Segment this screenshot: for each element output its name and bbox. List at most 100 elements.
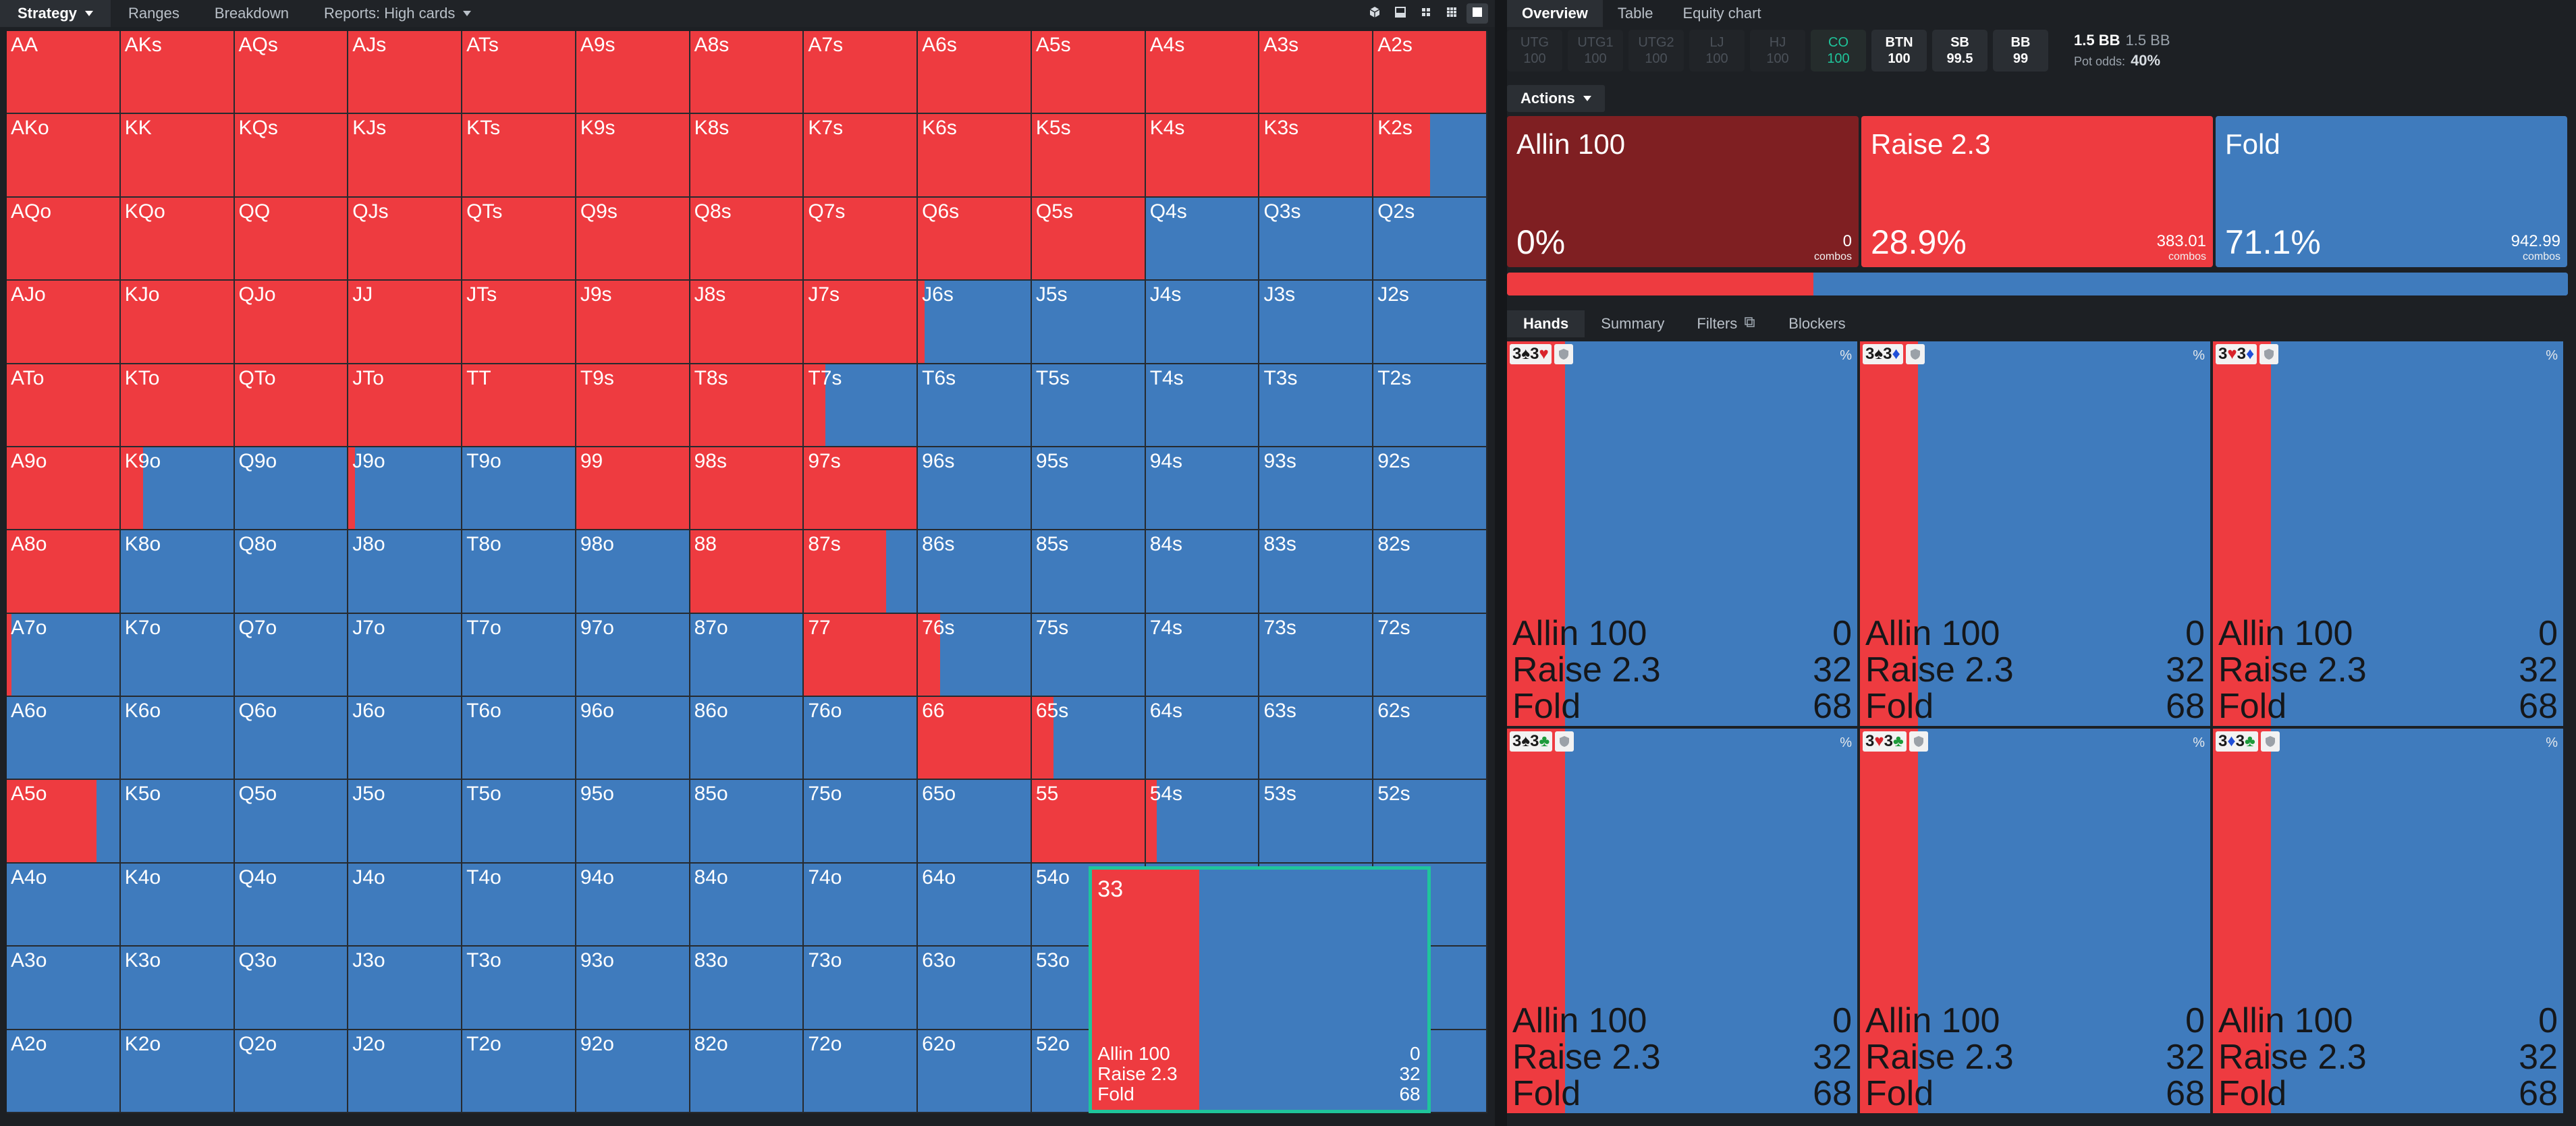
hand-cell[interactable]: KJs: [348, 114, 463, 198]
hand-cell[interactable]: 96s: [918, 447, 1032, 531]
hand-cell[interactable]: Q7o: [234, 613, 349, 698]
hand-cell[interactable]: QQ: [234, 197, 349, 281]
hand-cell[interactable]: 66: [918, 697, 1032, 781]
hand-cell[interactable]: 73s: [1259, 613, 1374, 698]
combo-tile[interactable]: 3 ♥ 3 ♣% Allin 100 0 Raise 2.3 32 Fold 68: [1860, 729, 2210, 1113]
hand-cell[interactable]: 83s: [1259, 530, 1374, 614]
hand-cell[interactable]: T5o: [462, 780, 576, 864]
hand-cell[interactable]: K3s: [1259, 114, 1374, 198]
hand-cell[interactable]: Q3o: [234, 947, 349, 1030]
hand-cell[interactable]: 88: [690, 530, 804, 614]
combo-tile[interactable]: 3 ♠ 3 ♦% Allin 100 0 Raise 2.3 32 Fold 68: [1860, 341, 2210, 726]
layout-split-view-button[interactable]: [1390, 3, 1411, 24]
percent-toggle[interactable]: %: [2546, 348, 2558, 363]
action-card-raise-2-3[interactable]: Raise 2.3 28.9% 383.01 combos: [1861, 116, 2213, 267]
hand-cell[interactable]: T7o: [462, 613, 576, 698]
action-card-allin-100[interactable]: Allin 100 0% 0 combos: [1507, 116, 1859, 267]
hand-cell[interactable]: 74s: [1145, 613, 1260, 698]
cube-view-button[interactable]: [1364, 3, 1386, 24]
hand-cell[interactable]: 94o: [576, 863, 690, 947]
hand-cell[interactable]: 65o: [918, 780, 1032, 864]
hand-cell[interactable]: J8s: [690, 281, 804, 364]
hand-cell[interactable]: 97o: [576, 613, 690, 698]
hand-cell[interactable]: TT: [462, 364, 576, 447]
hand-cell[interactable]: AJs: [348, 31, 463, 115]
hand-cell[interactable]: 55: [1031, 780, 1146, 864]
hand-cell[interactable]: KTs: [462, 114, 576, 198]
tab-summary[interactable]: Summary: [1585, 310, 1680, 337]
hand-cell[interactable]: K7o: [120, 613, 235, 698]
position-utg1[interactable]: UTG1 100: [1568, 30, 1623, 72]
hand-cell[interactable]: Q4s: [1145, 197, 1260, 281]
hand-cell[interactable]: 64s: [1145, 697, 1260, 781]
hand-cell[interactable]: 74o: [804, 863, 919, 947]
hand-cell[interactable]: K5s: [1031, 114, 1146, 198]
hand-cell[interactable]: K5o: [120, 780, 235, 864]
hand-cell[interactable]: J2o: [348, 1030, 463, 1113]
hand-cell[interactable]: A5s: [1031, 31, 1146, 115]
hand-cell[interactable]: Q3s: [1259, 197, 1374, 281]
hand-cell[interactable]: J9o: [348, 447, 463, 531]
hand-cell[interactable]: 82o: [690, 1030, 804, 1113]
combo-tile[interactable]: 3 ♦ 3 ♣% Allin 100 0 Raise 2.3 32 Fold 68: [2213, 729, 2563, 1113]
hand-cell[interactable]: QTs: [462, 197, 576, 281]
percent-toggle[interactable]: %: [2546, 735, 2558, 750]
position-co[interactable]: CO 100: [1811, 30, 1866, 72]
hand-cell[interactable]: Q2s: [1373, 197, 1487, 281]
hand-cell[interactable]: K2s: [1373, 114, 1487, 198]
hand-cell[interactable]: K8s: [690, 114, 804, 198]
hand-cell[interactable]: 77: [804, 613, 919, 698]
hand-cell[interactable]: K6s: [918, 114, 1032, 198]
hand-cell[interactable]: T8s: [690, 364, 804, 447]
hand-cell[interactable]: J4s: [1145, 281, 1260, 364]
hand-cell[interactable]: 76s: [918, 613, 1032, 698]
tab-filters[interactable]: Filters: [1680, 310, 1772, 337]
hand-cell[interactable]: JTo: [348, 364, 463, 447]
hand-cell[interactable]: 92s: [1373, 447, 1487, 531]
hand-cell[interactable]: KQo: [120, 197, 235, 281]
hand-cell[interactable]: 75o: [804, 780, 919, 864]
hand-cell[interactable]: 92o: [576, 1030, 690, 1113]
hand-cell[interactable]: 64o: [918, 863, 1032, 947]
hand-cell[interactable]: 52s: [1373, 780, 1487, 864]
hand-cell[interactable]: T4s: [1145, 364, 1260, 447]
combo-tile[interactable]: 3 ♥ 3 ♦% Allin 100 0 Raise 2.3 32 Fold 68: [2213, 341, 2563, 726]
hand-cell[interactable]: AA: [7, 31, 121, 115]
hand-cell[interactable]: J4o: [348, 863, 463, 947]
hand-cell[interactable]: 97s: [804, 447, 919, 531]
hand-cell[interactable]: Q6s: [918, 197, 1032, 281]
hand-cell[interactable]: J7o: [348, 613, 463, 698]
hand-cell[interactable]: 95s: [1031, 447, 1146, 531]
hand-cell[interactable]: KK: [120, 114, 235, 198]
hand-cell[interactable]: A9s: [576, 31, 690, 115]
hand-cell[interactable]: K8o: [120, 530, 235, 614]
hand-cell[interactable]: AQs: [234, 31, 349, 115]
hand-cell[interactable]: 63o: [918, 947, 1032, 1030]
hand-cell[interactable]: Q7s: [804, 197, 919, 281]
hand-cell[interactable]: T2o: [462, 1030, 576, 1113]
hand-cell[interactable]: Q9s: [576, 197, 690, 281]
hand-cell[interactable]: Q6o: [234, 697, 349, 781]
hand-cell[interactable]: 98s: [690, 447, 804, 531]
hand-cell[interactable]: J8o: [348, 530, 463, 614]
hand-cell[interactable]: ATs: [462, 31, 576, 115]
hand-cell[interactable]: T3o: [462, 947, 576, 1030]
position-utg2[interactable]: UTG2 100: [1628, 30, 1684, 72]
percent-toggle[interactable]: %: [2193, 735, 2205, 750]
hand-cell[interactable]: T9s: [576, 364, 690, 447]
hand-cell[interactable]: A5o: [7, 780, 121, 864]
hand-cell[interactable]: A7s: [804, 31, 919, 115]
hand-cell[interactable]: 62o: [918, 1030, 1032, 1113]
hand-cell[interactable]: 54s: [1145, 780, 1260, 864]
hand-cell-selected[interactable]: 33 Allin 100 0 Raise 2.3 32 Fold 68: [1089, 866, 1431, 1113]
hand-cell[interactable]: J3o: [348, 947, 463, 1030]
hand-cell[interactable]: A6s: [918, 31, 1032, 115]
hand-cell[interactable]: T9o: [462, 447, 576, 531]
hand-cell[interactable]: KQs: [234, 114, 349, 198]
hand-cell[interactable]: T6o: [462, 697, 576, 781]
hand-cell[interactable]: 95o: [576, 780, 690, 864]
hand-cell[interactable]: A8s: [690, 31, 804, 115]
hand-cell[interactable]: Q8o: [234, 530, 349, 614]
hand-cell[interactable]: J2s: [1373, 281, 1487, 364]
hand-cell[interactable]: T8o: [462, 530, 576, 614]
